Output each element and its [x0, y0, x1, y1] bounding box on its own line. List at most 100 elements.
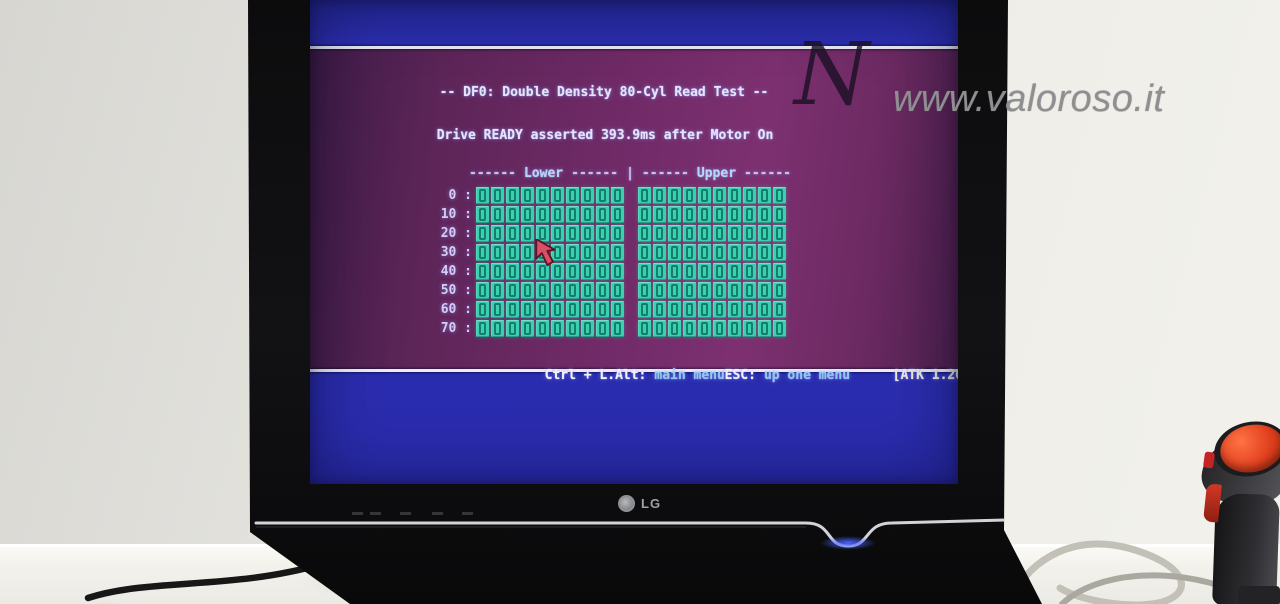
cylinder-status-cell [743, 301, 756, 318]
cylinder-row-label: 0 : [448, 188, 472, 203]
cylinder-status-cell [521, 187, 534, 204]
cylinder-status-cell [506, 282, 519, 299]
cylinder-status-cell [476, 320, 489, 337]
cylinder-status-cell [581, 187, 594, 204]
cylinder-status-cell [728, 282, 741, 299]
cylinder-status-cell [728, 225, 741, 242]
cylinder-status-cell [521, 282, 534, 299]
cylinder-status-cell [743, 244, 756, 261]
telephone [0, 300, 170, 604]
cylinder-status-cell [743, 320, 756, 337]
cylinder-status-cell [476, 282, 489, 299]
upper-side-label: Upper [696, 166, 737, 181]
cylinder-status-cell [566, 206, 579, 223]
cylinder-status-cell [536, 301, 549, 318]
cylinder-row-label: 30 : [440, 245, 472, 260]
cylinder-status-cell [476, 301, 489, 318]
cylinder-status-cell [713, 282, 726, 299]
cylinder-status-cell [638, 320, 651, 337]
cylinder-status-cell [773, 282, 786, 299]
cylinder-status-cell [713, 206, 726, 223]
cylinder-status-cell [758, 244, 771, 261]
header-dashes: ------ [744, 166, 791, 181]
cylinder-status-cell [551, 263, 564, 280]
grid-header: ------ Lower ------ | ------ Upper ------ [469, 165, 791, 183]
cylinder-status-cell [506, 206, 519, 223]
cylinder-status-cell [758, 187, 771, 204]
atk-version-badge: [ATK 1.20] [830, 349, 958, 403]
status-hint-up-menu: ESC: up one menu [662, 349, 850, 403]
cylinder-status-cell [551, 225, 564, 242]
cylinder-status-cell [596, 320, 609, 337]
cylinder-status-cell [773, 301, 786, 318]
cylinder-status-cell [653, 225, 666, 242]
cylinder-status-cell [581, 225, 594, 242]
cylinder-status-cell [668, 187, 681, 204]
test-panel [310, 49, 958, 369]
shortcut-keys: Ctrl + L.Alt: [544, 368, 647, 383]
cylinder-status-cell [491, 206, 504, 223]
crt-screen: -- DF0: Double Density 80-Cyl Read Test … [310, 0, 958, 484]
cylinder-status-cell [506, 225, 519, 242]
cylinder-status-cell [698, 206, 711, 223]
lower-side-label: Lower [523, 166, 564, 181]
cylinder-status-cell [536, 263, 549, 280]
header-dashes: ------ [571, 166, 619, 181]
cylinder-status-cell [521, 244, 534, 261]
cylinder-status-cell [476, 187, 489, 204]
cylinder-status-cell [668, 320, 681, 337]
cylinder-status-cell [713, 244, 726, 261]
cylinder-status-cell [773, 244, 786, 261]
cylinder-status-cell [491, 244, 504, 261]
cylinder-status-cell [728, 320, 741, 337]
cylinder-status-cell [491, 282, 504, 299]
cylinder-status-cell [698, 320, 711, 337]
cylinder-status-cell [611, 263, 624, 280]
header-separator: | [626, 166, 634, 181]
lg-monitor: -- DF0: Double Density 80-Cyl Read Test … [248, 0, 1042, 604]
cylinder-status-cell [596, 282, 609, 299]
lg-logo-icon [618, 495, 635, 512]
cylinder-status-cell [683, 187, 696, 204]
cylinder-status-cell [653, 244, 666, 261]
cylinder-grid-upper [638, 187, 786, 337]
cylinder-row-label: 70 : [440, 321, 472, 336]
cylinder-status-cell [653, 263, 666, 280]
mouse-pointer-icon [535, 239, 556, 267]
cylinder-status-cell [476, 225, 489, 242]
cylinder-status-cell [551, 244, 564, 261]
cylinder-status-cell [773, 320, 786, 337]
cylinder-status-cell [668, 263, 681, 280]
cylinder-status-cell [506, 187, 519, 204]
cylinder-status-cell [611, 225, 624, 242]
cylinder-status-cell [581, 244, 594, 261]
cylinder-status-cell [758, 320, 771, 337]
cylinder-status-cell [638, 187, 651, 204]
shortcut-keys: ESC: [724, 368, 756, 383]
cylinder-status-cell [683, 206, 696, 223]
cylinder-status-cell [773, 206, 786, 223]
cylinder-status-cell [698, 282, 711, 299]
cylinder-status-cell [521, 225, 534, 242]
shortcut-action: main menu [654, 368, 725, 383]
cylinder-status-cell [668, 282, 681, 299]
cylinder-row-labels: 0 : 10 : 20 : 30 : 40 : 50 : 60 : 70 : [428, 187, 472, 339]
cylinder-status-cell [683, 263, 696, 280]
lg-logo: LG [618, 495, 661, 512]
cylinder-status-cell [758, 206, 771, 223]
cylinder-status-cell [773, 263, 786, 280]
cylinder-status-cell [653, 206, 666, 223]
joystick [1190, 410, 1280, 604]
cylinder-status-cell [581, 282, 594, 299]
cylinder-status-cell [683, 301, 696, 318]
cylinder-status-cell [521, 263, 534, 280]
cylinder-status-cell [551, 187, 564, 204]
cylinder-status-cell [758, 282, 771, 299]
cylinder-status-cell [668, 206, 681, 223]
cylinder-status-cell [581, 263, 594, 280]
cylinder-status-cell [491, 187, 504, 204]
cylinder-status-cell [743, 206, 756, 223]
cylinder-status-cell [596, 206, 609, 223]
drive-ready-line: Drive READY asserted 393.9ms after Motor… [436, 128, 774, 143]
